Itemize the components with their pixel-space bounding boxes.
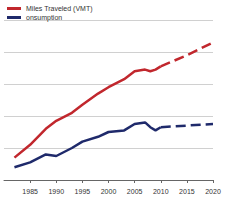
svg-text:1985: 1985	[22, 188, 38, 195]
svg-text:2000: 2000	[101, 188, 117, 195]
svg-text:onsumption: onsumption	[26, 14, 62, 22]
svg-text:1990: 1990	[48, 188, 64, 195]
svg-text:2020: 2020	[205, 188, 221, 195]
svg-text:2010: 2010	[153, 188, 169, 195]
svg-text:1995: 1995	[75, 188, 91, 195]
svg-text:Miles Traveled (VMT): Miles Traveled (VMT)	[26, 5, 93, 13]
svg-text:2005: 2005	[127, 188, 143, 195]
svg-text:2015: 2015	[179, 188, 195, 195]
